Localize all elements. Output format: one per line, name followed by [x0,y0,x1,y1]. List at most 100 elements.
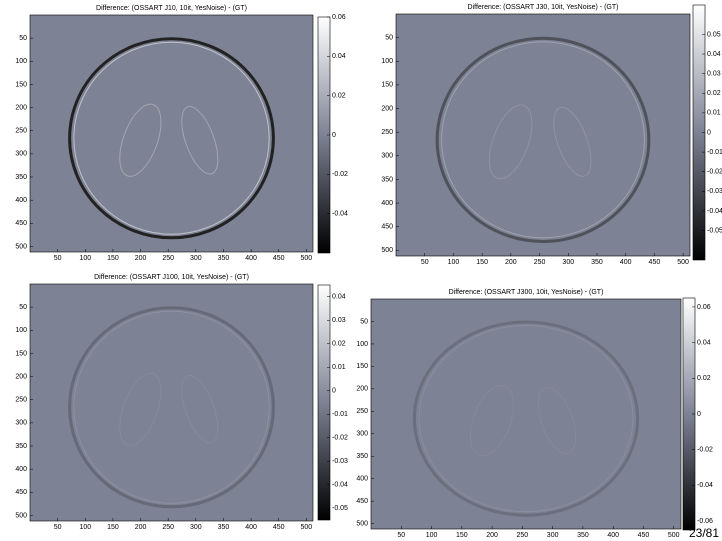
y-tick-label: 450 [381,224,393,231]
colorbar-tick-label: 0.06 [697,304,711,311]
colorbar-tick-label: 0 [332,132,336,139]
image [30,15,313,252]
x-tick-label: 300 [547,532,559,539]
x-tick-label: 200 [505,259,517,266]
colorbar-tick-label: -0.02 [332,435,348,442]
y-tick-label: 300 [15,420,27,427]
colorbar-tick-label: 0.03 [332,317,346,324]
colorbar-tick-label: 0.04 [332,294,346,301]
x-tick-label: 500 [677,259,689,266]
colorbar-tick-label: -0.05 [332,505,348,512]
x-tick-label: 400 [620,259,632,266]
y-tick-label: 100 [15,58,27,65]
y-tick-label: 500 [381,247,393,254]
x-tick-label: 50 [54,255,62,262]
y-tick-label: 50 [19,304,27,311]
y-tick-label: 200 [381,105,393,112]
colorbar-tick-label: -0.06 [697,518,713,525]
colorbar-tick-label: -0.02 [332,171,348,178]
x-tick-label: 450 [273,255,285,262]
y-tick-label: 150 [381,82,393,89]
y-tick-label: 100 [356,341,368,348]
y-tick-label: 100 [15,327,27,334]
x-tick-label: 400 [607,532,619,539]
colorbar-tick-label: 0.04 [707,51,721,58]
colorbar-tick-label: 0 [697,411,701,418]
colorbar-tick-label: 0.02 [332,341,346,348]
x-tick-label: 500 [668,532,680,539]
colorbar-tick-label: 0.05 [707,31,721,38]
colorbar-tick-label: -0.04 [697,482,713,489]
colorbar-tick-label: 0.04 [697,339,711,346]
x-tick-label: 350 [218,255,230,262]
y-tick-label: 450 [15,489,27,496]
x-tick-label: 300 [562,259,574,266]
x-tick-label: 200 [135,524,147,531]
y-tick-label: 50 [385,34,393,41]
y-tick-label: 200 [356,386,368,393]
page: 23/81 Difference: (OSSART J10, 10it, Yes… [0,0,722,541]
y-tick-label: 150 [15,81,27,88]
panel-title: Difference: (OSSART J10, 10it, YesNoise)… [96,5,247,12]
y-tick-label: 250 [15,128,27,135]
x-tick-label: 100 [79,524,91,531]
x-tick-label: 450 [638,532,650,539]
x-tick-label: 50 [421,259,429,266]
x-tick-label: 150 [107,255,119,262]
colorbar-tick-label: 0.02 [707,90,721,97]
y-tick-label: 400 [15,197,27,204]
x-tick-label: 250 [517,532,529,539]
colorbar-tick-label: 0.02 [332,93,346,100]
colorbar-tick-label: -0.04 [707,208,722,215]
x-tick-label: 250 [162,524,174,531]
x-tick-label: 150 [476,259,488,266]
x-tick-label: 450 [273,524,285,531]
x-tick-label: 400 [245,255,257,262]
colorbar-tick-label: 0.01 [332,364,346,371]
y-tick-label: 400 [381,200,393,207]
panel-title: Difference: (OSSART J100, 10it, YesNoise… [94,274,249,281]
x-tick-label: 200 [486,532,498,539]
panel-title: Difference: (OSSART J30, 10it, YesNoise)… [468,4,619,11]
y-tick-label: 250 [381,129,393,136]
y-tick-label: 450 [356,498,368,505]
colorbar-tick-label: 0.06 [332,14,346,21]
colorbar-tick-label: -0.03 [332,458,348,465]
colorbar-tick-label: 0.01 [707,110,721,117]
colorbar-tick-label: -0.03 [707,188,722,195]
y-tick-label: 400 [15,466,27,473]
y-tick-label: 50 [19,35,27,42]
y-tick-label: 500 [15,512,27,519]
x-tick-label: 250 [162,255,174,262]
y-tick-label: 300 [381,153,393,160]
colorbar-tick-label: -0.05 [707,227,722,234]
x-tick-label: 100 [426,532,438,539]
x-tick-label: 200 [135,255,147,262]
y-tick-label: 350 [15,443,27,450]
image [371,299,681,529]
colorbar-tick-label: -0.04 [332,211,348,218]
image [30,284,313,521]
x-tick-label: 100 [448,259,460,266]
x-tick-label: 150 [456,532,468,539]
y-tick-label: 200 [15,373,27,380]
colorbar-tick-label: 0.02 [697,375,711,382]
x-tick-label: 400 [245,524,257,531]
y-tick-label: 450 [15,220,27,227]
colorbar-tick-label: -0.02 [697,447,713,454]
x-tick-label: 500 [301,255,313,262]
colorbar-tick-label: 0 [332,388,336,395]
y-tick-label: 300 [356,431,368,438]
x-tick-label: 450 [649,259,661,266]
x-tick-label: 300 [190,255,202,262]
colorbar-tick-label: -0.02 [707,169,722,176]
y-tick-label: 300 [15,151,27,158]
x-tick-label: 500 [301,524,313,531]
x-tick-label: 350 [591,259,603,266]
x-tick-label: 350 [577,532,589,539]
y-tick-label: 350 [15,174,27,181]
panel-title: Difference: (OSSART J300, 10it, YesNoise… [449,289,604,296]
colorbar-tick-label: -0.01 [707,149,722,156]
y-tick-label: 100 [381,58,393,65]
y-tick-label: 350 [356,453,368,460]
